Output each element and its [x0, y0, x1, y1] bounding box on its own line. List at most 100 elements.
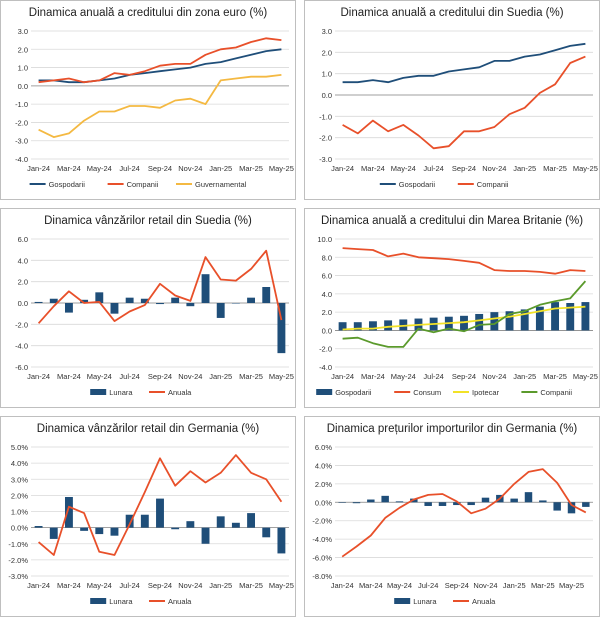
y-tick-label: -2.0% — [312, 517, 332, 526]
bar — [110, 527, 119, 536]
bar — [247, 297, 256, 303]
bar — [581, 302, 590, 331]
x-tick-label: Mar-24 — [57, 164, 81, 173]
x-tick-label: Sep-24 — [148, 164, 172, 173]
chart-panel-uk-credit: Dinamica anuală a creditului din Marea B… — [304, 208, 600, 408]
x-tick-label: May-24 — [391, 164, 416, 173]
y-tick-label: -2.0 — [15, 118, 28, 127]
y-tick-label: -1.0% — [8, 540, 28, 549]
x-tick-label: Mar-25 — [239, 372, 263, 381]
chart-title: Dinamica anuală a creditului din Marea B… — [320, 215, 584, 227]
legend-swatch — [90, 389, 107, 395]
x-tick-label: Jul-24 — [423, 372, 443, 381]
bar — [551, 302, 560, 331]
bar — [171, 297, 180, 303]
series-line — [38, 454, 283, 556]
x-tick-label: May-25 — [269, 581, 294, 590]
bar — [535, 306, 544, 331]
bar — [399, 319, 408, 331]
bar — [262, 527, 271, 538]
bar — [524, 492, 533, 503]
bar — [381, 495, 389, 503]
legend-label: Guvernamental — [195, 180, 247, 189]
x-tick-label: Jan-25 — [209, 164, 232, 173]
bar — [64, 303, 73, 313]
chart-title: Dinamica prețurilor importurilor din Ger… — [326, 423, 578, 435]
chart-svg: -8.0% -6.0% -4.0% -2.0% 0.0% 2.0% 4.0% 6.0% Jan-… — [312, 443, 593, 606]
x-tick-label: Jan-24 — [331, 372, 354, 381]
x-tick-label: May-24 — [87, 581, 112, 590]
bar — [424, 502, 432, 506]
y-tick-label: -4.0 — [319, 363, 332, 372]
x-tick-label: Jul-24 — [423, 164, 443, 173]
bar — [352, 502, 361, 504]
bar — [140, 514, 149, 528]
bar — [262, 287, 271, 303]
bar — [231, 522, 240, 528]
series-line — [342, 42, 586, 84]
series-line — [38, 48, 282, 84]
bar — [453, 502, 461, 506]
legend-swatch — [316, 389, 333, 395]
y-tick-label: 0.0 — [18, 299, 28, 308]
chart-title: Dinamica anuală a creditului din zona eu… — [28, 7, 268, 19]
y-tick-label: 1.0 — [322, 70, 332, 79]
x-tick-label: Mar-24 — [57, 372, 81, 381]
bar — [553, 502, 561, 511]
bar — [475, 313, 484, 331]
y-tick-label: -4.0 — [15, 155, 28, 164]
bar — [95, 527, 104, 535]
y-tick-label: 0.0% — [11, 524, 28, 533]
y-tick-label: 8.0 — [322, 253, 332, 262]
x-tick-label: Mar-25 — [239, 581, 263, 590]
bar — [490, 312, 499, 331]
y-tick-label: 4.0 — [18, 256, 28, 265]
bar — [171, 527, 180, 530]
bar — [231, 303, 240, 304]
y-tick-label: 3.0 — [322, 27, 332, 36]
legend-label: Gospodarii — [49, 180, 86, 189]
chart-svg: -3.0 -2.0 -1.0 0.0 1.0 2.0 3.0 Jan-24 Mar-24 May-… — [319, 27, 598, 189]
bar — [156, 498, 164, 528]
bar — [277, 303, 286, 354]
series-line — [342, 247, 586, 275]
y-tick-label: 2.0% — [11, 491, 28, 500]
legend-label: Anuala — [168, 597, 192, 606]
x-tick-label: Mar-24 — [57, 581, 81, 590]
series-line — [37, 249, 283, 324]
bar — [566, 303, 575, 331]
chart-svg: -3.0% -2.0% -1.0% 0.0% 1.0% 2.0% 3.0% 4.0% 5.0% J… — [8, 443, 294, 606]
x-tick-label: Jan-25 — [209, 372, 232, 381]
x-tick-label: May-25 — [269, 372, 294, 381]
bar — [49, 298, 58, 303]
y-tick-label: -2.0 — [319, 345, 332, 354]
series-line — [38, 74, 282, 139]
y-tick-label: 1.0% — [11, 508, 28, 517]
bar — [201, 274, 210, 303]
bar — [156, 303, 164, 305]
x-tick-label: Jan-24 — [27, 581, 50, 590]
bar — [186, 303, 195, 307]
series-line — [38, 37, 282, 84]
bar — [539, 500, 547, 503]
chart-svg: -4.0 -2.0 0.0 2.0 4.0 6.0 8.0 10.0 Jan-24 Mar-24 M… — [316, 235, 598, 397]
x-tick-label: Nov-24 — [482, 372, 506, 381]
x-tick-label: Jul-24 — [119, 164, 139, 173]
y-tick-label: 3.0 — [18, 27, 28, 36]
y-tick-label: -2.0% — [8, 556, 28, 565]
x-tick-label: Jan-24 — [331, 164, 354, 173]
bar — [368, 321, 377, 331]
chart-title: Dinamica anuală a creditului din Suedia … — [340, 7, 564, 19]
bar — [64, 496, 73, 528]
y-tick-label: 1.0 — [18, 64, 28, 73]
bar — [95, 292, 104, 303]
x-tick-label: Jul-24 — [418, 581, 438, 590]
legend-label: Ipotecar — [472, 388, 500, 397]
bar — [338, 502, 346, 503]
y-tick-label: -8.0% — [312, 572, 332, 581]
series-line — [342, 55, 586, 150]
x-tick-label: Nov-24 — [178, 164, 202, 173]
y-tick-label: -3.0 — [15, 137, 28, 146]
x-tick-label: Sep-24 — [452, 372, 476, 381]
y-tick-label: -6.0 — [15, 363, 28, 372]
